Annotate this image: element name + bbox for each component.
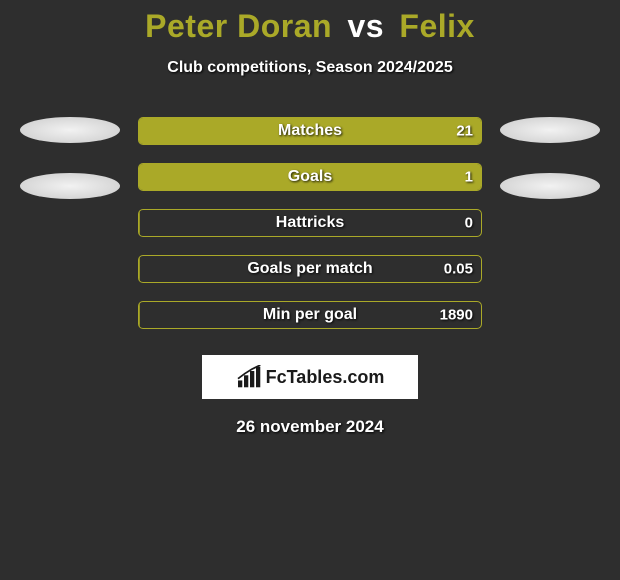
stat-label: Min per goal [263, 306, 357, 324]
comparison-content: Matches 21 Goals 1 Hattricks 0 Goals per match… [0, 117, 620, 329]
stat-row: Goals per match 0.05 [138, 255, 482, 283]
stat-value-right: 0 [465, 215, 473, 232]
stat-row: Goals 1 [138, 163, 482, 191]
avatar-placeholder [20, 173, 120, 199]
stat-value-right: 1890 [440, 307, 473, 324]
subtitle: Club competitions, Season 2024/2025 [0, 59, 620, 77]
stat-label: Hattricks [276, 214, 344, 232]
stat-row: Hattricks 0 [138, 209, 482, 237]
avatar-placeholder [20, 117, 120, 143]
stat-fill-left [139, 256, 140, 282]
footer-date: 26 november 2024 [0, 417, 620, 437]
stat-label: Goals [288, 168, 332, 186]
title-vs: vs [347, 8, 384, 44]
avatar-placeholder [500, 173, 600, 199]
stat-label: Goals per match [247, 260, 372, 278]
stat-value-right: 21 [456, 123, 473, 140]
stat-row: Min per goal 1890 [138, 301, 482, 329]
avatar-placeholder [500, 117, 600, 143]
stat-label: Matches [278, 122, 342, 140]
page-title: Peter Doran vs Felix [0, 0, 620, 45]
chart-icon [236, 365, 264, 389]
left-avatar-column [20, 117, 120, 199]
stat-row: Matches 21 [138, 117, 482, 145]
right-avatar-column [500, 117, 600, 199]
stat-value-right: 0.05 [444, 261, 473, 278]
brand-text: FcTables.com [266, 367, 385, 388]
stat-fill-left [139, 210, 140, 236]
comparison-bars: Matches 21 Goals 1 Hattricks 0 Goals per match… [138, 117, 482, 329]
stat-fill-left [139, 302, 140, 328]
player2-name: Felix [399, 8, 474, 44]
stat-value-right: 1 [465, 169, 473, 186]
brand-badge: FcTables.com [202, 355, 418, 399]
player1-name: Peter Doran [145, 8, 332, 44]
